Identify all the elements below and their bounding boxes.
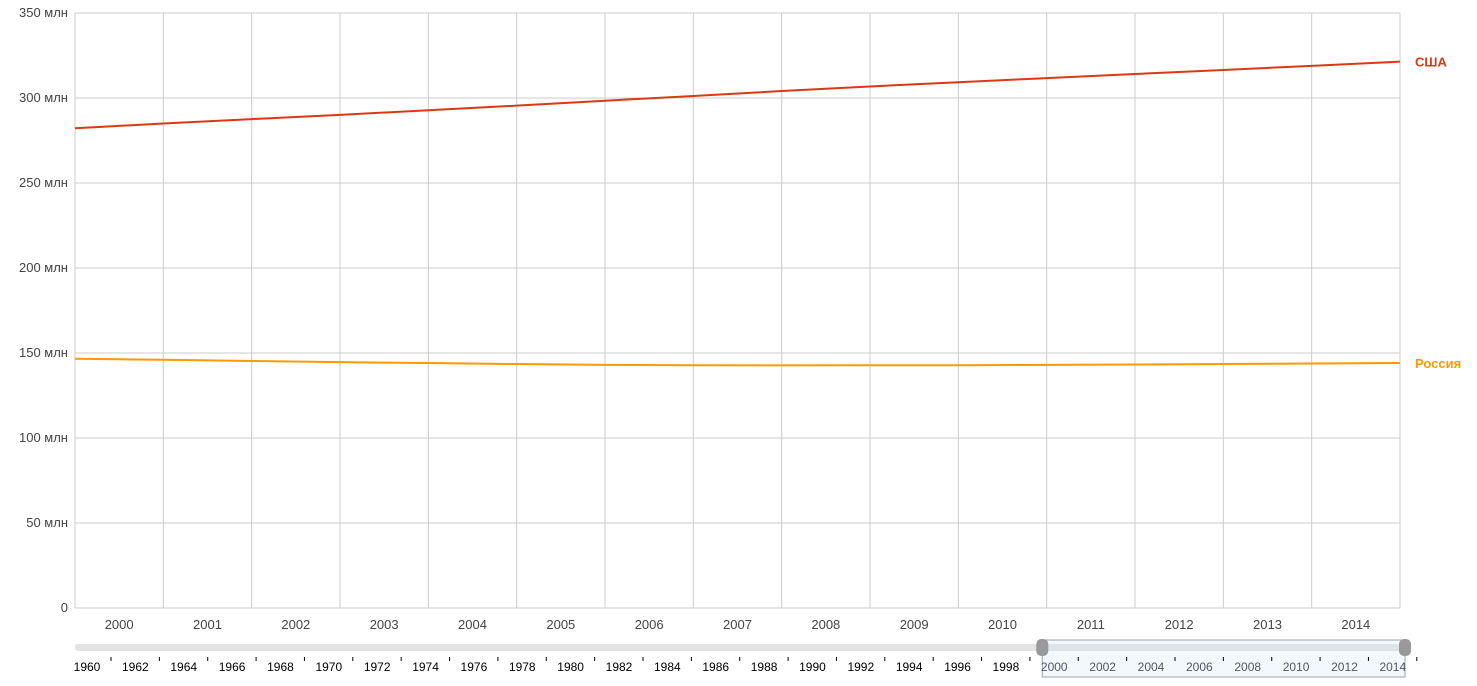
x-tick-label: 2013	[1253, 617, 1282, 632]
x-tick-label: 2000	[105, 617, 134, 632]
x-tick-label: 2007	[723, 617, 752, 632]
y-tick-label: 100 млн	[19, 430, 68, 445]
slider-year-label: 1996	[944, 660, 971, 674]
slider-handle-right[interactable]	[1399, 639, 1411, 656]
y-tick-label: 350 млн	[19, 5, 68, 20]
slider-year-label: 2002	[1089, 660, 1116, 674]
slider-year-label: 1966	[219, 660, 246, 674]
series-label[interactable]: Россия	[1415, 356, 1461, 371]
slider-year-label: 2012	[1331, 660, 1358, 674]
y-tick-label: 50 млн	[26, 515, 68, 530]
x-tick-label: 2006	[635, 617, 664, 632]
x-tick-label: 2008	[811, 617, 840, 632]
slider-year-label: 1972	[364, 660, 391, 674]
series-line-0[interactable]	[74, 60, 1401, 130]
slider-year-label: 1994	[896, 660, 923, 674]
slider-year-label: 1998	[993, 660, 1020, 674]
slider-year-label: 1968	[267, 660, 294, 674]
slider-year-label: 2004	[1138, 660, 1165, 674]
slider-year-label: 2000	[1041, 660, 1068, 674]
x-tick-label: 2002	[281, 617, 310, 632]
y-tick-label: 250 млн	[19, 175, 68, 190]
slider-handle-left[interactable]	[1036, 639, 1049, 656]
slider-year-label: 1976	[461, 660, 488, 674]
slider-year-label: 2010	[1283, 660, 1310, 674]
slider-year-label: 1982	[606, 660, 633, 674]
x-tick-label: 2014	[1341, 617, 1370, 632]
y-tick-label: 0	[61, 600, 68, 615]
slider-year-label: 1970	[315, 660, 342, 674]
slider-year-label: 1960	[74, 660, 101, 674]
x-tick-label: 2010	[988, 617, 1017, 632]
x-tick-label: 2005	[546, 617, 575, 632]
slider-year-label: 1992	[847, 660, 874, 674]
slider-year-label: 1964	[170, 660, 197, 674]
slider-year-label: 1980	[557, 660, 584, 674]
slider-year-label: 1978	[509, 660, 536, 674]
y-tick-label: 150 млн	[19, 345, 68, 360]
x-tick-label: 2001	[193, 617, 222, 632]
slider-selected-track	[1042, 644, 1405, 651]
x-tick-label: 2012	[1165, 617, 1194, 632]
slider-year-label: 1962	[122, 660, 149, 674]
slider-year-label: 1984	[654, 660, 681, 674]
slider-year-label: 1974	[412, 660, 439, 674]
x-tick-label: 2009	[900, 617, 929, 632]
slider-year-label: 2014	[1379, 660, 1406, 674]
series-line-1[interactable]	[74, 357, 1401, 367]
x-tick-label: 2003	[370, 617, 399, 632]
x-tick-label: 2011	[1077, 617, 1105, 632]
series-label[interactable]: США	[1415, 55, 1447, 70]
slider-year-label: 1986	[702, 660, 729, 674]
slider-year-label: 2008	[1234, 660, 1261, 674]
y-tick-label: 200 млн	[19, 260, 68, 275]
slider-year-label: 2006	[1186, 660, 1213, 674]
x-tick-label: 2004	[458, 617, 487, 632]
y-tick-label: 300 млн	[19, 90, 68, 105]
slider-year-label: 1990	[799, 660, 826, 674]
slider-year-label: 1988	[751, 660, 778, 674]
